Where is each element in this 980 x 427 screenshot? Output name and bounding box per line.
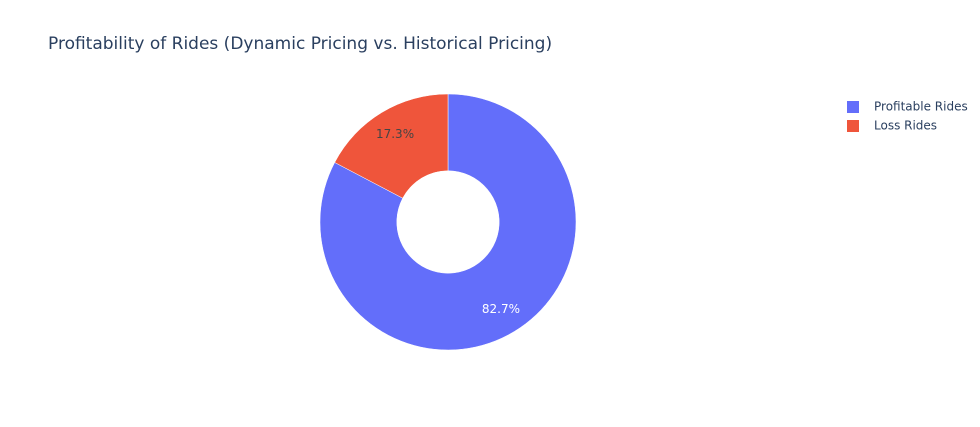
chart-title: Profitability of Rides (Dynamic Pricing … xyxy=(48,34,552,54)
legend-label: Loss Rides xyxy=(874,119,937,133)
value-label: 17.3% xyxy=(376,127,414,141)
legend-marker xyxy=(847,101,859,113)
legend-marker xyxy=(847,120,859,132)
legend-label: Profitable Rides xyxy=(874,100,968,114)
pie-slice xyxy=(319,93,577,351)
value-label: 82.7% xyxy=(482,302,520,316)
pie-slice xyxy=(334,93,449,199)
